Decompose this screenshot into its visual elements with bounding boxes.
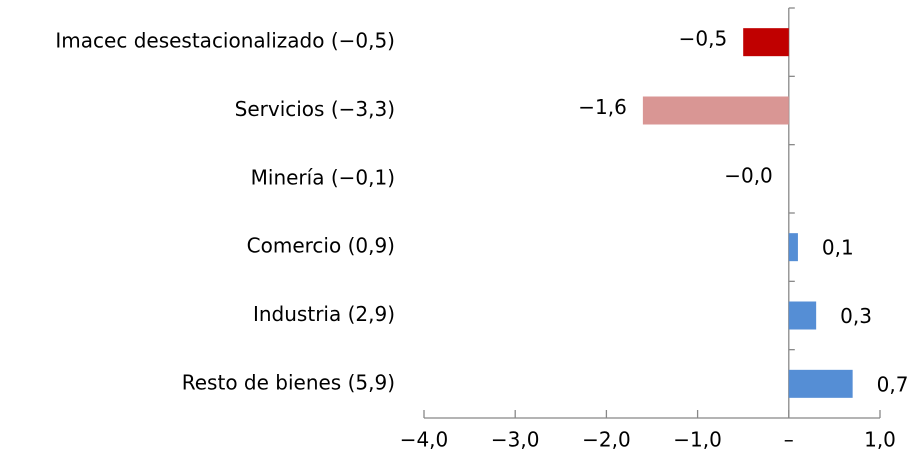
value-label: −0,5 bbox=[679, 27, 728, 51]
category-label: Comercio (0,9) bbox=[247, 234, 395, 258]
category-label: Servicios (−3,3) bbox=[235, 97, 395, 121]
value-label: 0,1 bbox=[822, 236, 854, 260]
x-tick-label: −1,0 bbox=[673, 428, 722, 452]
x-tick-label: −3,0 bbox=[491, 428, 540, 452]
bar bbox=[788, 369, 853, 398]
x-tick-label: −4,0 bbox=[400, 428, 449, 452]
value-label: 0,3 bbox=[840, 304, 872, 328]
x-tick-label: – bbox=[784, 428, 794, 452]
value-label: 0,7 bbox=[877, 372, 909, 396]
bar bbox=[788, 233, 798, 262]
bar bbox=[788, 301, 817, 330]
category-label: Industria (2,9) bbox=[253, 302, 395, 326]
x-tick-label: −2,0 bbox=[582, 428, 631, 452]
bar bbox=[743, 28, 789, 57]
value-label: −1,6 bbox=[578, 95, 627, 119]
x-tick-label: 1,0 bbox=[864, 428, 896, 452]
category-label: Imacec desestacionalizado (−0,5) bbox=[55, 29, 395, 53]
value-label: −0,0 bbox=[724, 163, 773, 187]
bar bbox=[642, 96, 789, 125]
category-label: Minería (−0,1) bbox=[251, 165, 395, 189]
category-label: Resto de bienes (5,9) bbox=[182, 370, 395, 394]
